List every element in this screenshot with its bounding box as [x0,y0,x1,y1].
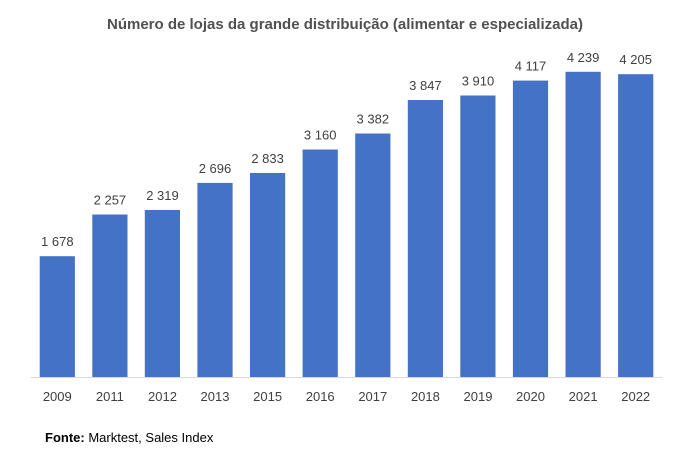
x-tick-label-2012: 2012 [148,389,177,404]
bars-group [39,71,654,378]
value-label-2011: 2 257 [94,193,127,208]
source-label: Fonte: [45,430,85,445]
x-tick-label-2013: 2013 [201,389,230,404]
x-tick-label-2020: 2020 [516,389,545,404]
bar-2009 [39,256,75,377]
value-label-2013: 2 696 [199,161,232,176]
bar-2018 [407,100,443,377]
x-tick-label-2017: 2017 [358,389,387,404]
value-label-2019: 3 910 [462,74,495,89]
bar-2017 [355,133,391,377]
chart-title: Número de lojas da grande distribuição (… [107,16,583,33]
value-label-2020: 4 117 [515,59,547,74]
bar-2012 [144,210,180,377]
x-tick-label-2019: 2019 [464,389,493,404]
value-labels-group: 1 678 2 257 2 319 2 696 2 833 3 160 3 382 3 847… [41,50,652,249]
x-tick-labels-group: 2009 2011 2012 2013 2015 2016 2017 2018 2019 2020… [43,389,650,404]
source-text: Marktest, Sales Index [84,430,214,445]
value-label-2012: 2 319 [146,188,179,203]
value-label-2021: 4 239 [567,50,600,65]
value-label-2015: 2 833 [251,151,284,166]
bar-2016 [302,149,338,377]
source-note: Fonte: Marktest, Sales Index [45,430,213,445]
value-label-2016: 3 160 [304,128,337,143]
bar-2015 [250,173,286,377]
x-tick-label-2009: 2009 [43,389,72,404]
x-tick-label-2022: 2022 [621,389,650,404]
bar-2013 [197,182,233,377]
x-tick-label-2015: 2015 [253,389,282,404]
x-tick-label-2021: 2021 [569,389,598,404]
value-label-2017: 3 382 [357,112,390,127]
x-tick-label-2011: 2011 [96,389,124,404]
x-tick-label-2016: 2016 [306,389,335,404]
bar-2011 [92,214,128,377]
bar-2020 [512,80,549,377]
bar-2022 [618,74,654,377]
x-tick-label-2018: 2018 [411,389,440,404]
value-label-2018: 3 847 [409,78,442,93]
bar-2021 [565,71,601,378]
bar-2019 [460,95,496,377]
value-label-2022: 4 205 [619,52,652,67]
value-label-2009: 1 678 [41,234,74,249]
